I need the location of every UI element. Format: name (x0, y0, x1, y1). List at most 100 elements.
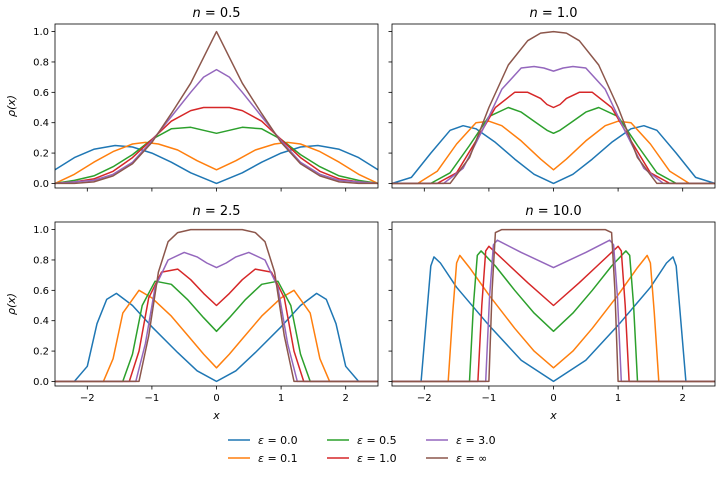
legend-equals: = (264, 452, 280, 465)
legend-label: ε = ∞ (456, 452, 487, 465)
legend-variable: ε (456, 434, 462, 447)
x-tick-label: −1 (145, 393, 160, 404)
legend-variable: ε (258, 434, 264, 447)
title-equals: = (201, 6, 220, 21)
legend-variable: ε (357, 434, 363, 447)
y-tick-label: 1.0 (33, 27, 49, 38)
y-tick-label: 0.0 (33, 179, 49, 190)
legend-equals: = (462, 434, 478, 447)
axes-frame (54, 221, 379, 387)
series-line-0 (55, 144, 378, 185)
legend-label: ε = 0.5 (357, 434, 397, 447)
subplot-title: n = 0.5 (192, 6, 240, 21)
title-value: 10.0 (553, 204, 582, 219)
series-line-4 (55, 68, 378, 185)
y-axis-label: ρ(x) (5, 293, 18, 315)
legend-value: 3.0 (478, 434, 496, 447)
series-line-5 (55, 30, 378, 185)
series-line-1 (55, 289, 378, 383)
subplot-3: 0.0 0.2 0.4 0.6 0.8 1.0 −2 −1 0 1 2 n = 2.5 ρ(x) x (5, 204, 379, 422)
y-tick-label: 0.4 (33, 118, 49, 129)
series-line-2 (55, 280, 378, 383)
subplot-title: n = 2.5 (192, 204, 240, 219)
series-line-5 (55, 228, 378, 383)
series-group (55, 30, 378, 185)
y-tick-label: 0.2 (33, 347, 49, 358)
series-line-0 (392, 124, 715, 185)
series-group (55, 228, 378, 383)
title-value: 0.5 (220, 6, 241, 21)
legend-label: ε = 1.0 (357, 452, 397, 465)
x-tick-label: 0 (213, 393, 219, 404)
y-tick-label: 0.4 (33, 316, 49, 327)
y-tick-label: 0.6 (33, 88, 49, 99)
series-line-0 (55, 292, 378, 383)
y-tick-label: 0.6 (33, 286, 49, 297)
x-tick-label: −2 (417, 393, 432, 404)
title-variable: n (529, 6, 537, 21)
y-tick-label: 0.2 (33, 149, 49, 160)
legend-label: ε = 3.0 (456, 434, 496, 447)
series-line-2 (392, 250, 715, 383)
y-tick-label: 0.8 (33, 255, 49, 266)
x-tick-label: 1 (278, 393, 284, 404)
x-tick-label: 2 (680, 393, 686, 404)
legend-value: 0.5 (379, 434, 397, 447)
legend-equals: = (363, 434, 379, 447)
x-tick-label: 2 (343, 393, 349, 404)
series-line-0 (392, 256, 715, 383)
y-tick-label: 1.0 (33, 225, 49, 236)
axes-frame (391, 23, 716, 189)
legend-entry: ε = 0.5 (327, 434, 397, 447)
subplot-grid: 0.00.20.40.60.81.0n = 0.5ρ(x)n = 1.00.00… (5, 6, 716, 422)
title-equals: = (201, 204, 220, 219)
title-equals: = (538, 6, 557, 21)
legend-variable: ε (357, 452, 363, 465)
series-line-1 (392, 254, 715, 383)
legend-value: ∞ (478, 452, 487, 465)
series-line-4 (392, 239, 715, 383)
series-line-2 (55, 126, 378, 185)
title-variable: n (192, 6, 200, 21)
legend-equals: = (264, 434, 280, 447)
legend-entry: ε = 1.0 (327, 452, 397, 465)
legend-entry: ε = 3.0 (426, 434, 496, 447)
series-line-3 (55, 106, 378, 185)
series-line-5 (392, 228, 715, 383)
series-line-2 (392, 106, 715, 185)
title-value: 2.5 (220, 204, 241, 219)
legend-value: 1.0 (379, 452, 397, 465)
subplot-title: n = 1.0 (529, 6, 577, 21)
legend-equals: = (363, 452, 379, 465)
subplot-2: n = 1.0 (388, 6, 716, 192)
legend-entry: ε = 0.1 (228, 452, 298, 465)
x-tick-label: 1 (615, 393, 621, 404)
x-tick-label: −2 (80, 393, 95, 404)
series-line-1 (55, 141, 378, 185)
subplot-4: −2 −1 0 1 2 n = 10.0 x (388, 204, 716, 422)
legend-label: ε = 0.0 (258, 434, 298, 447)
y-tick-label: 0.8 (33, 57, 49, 68)
legend-value: 0.0 (280, 434, 298, 447)
title-variable: n (192, 204, 200, 219)
legend-variable: ε (456, 452, 462, 465)
legend-label: ε = 0.1 (258, 452, 298, 465)
axes-frame (54, 23, 379, 189)
x-axis-label: x (212, 409, 220, 422)
legend-value: 0.1 (280, 452, 298, 465)
legend-entry: ε = ∞ (426, 452, 487, 465)
y-axis-label: ρ(x) (5, 95, 18, 117)
series-line-4 (55, 251, 378, 383)
title-equals: = (534, 204, 553, 219)
legend: ε = 0.0ε = 0.1ε = 0.5ε = 1.0ε = 3.0ε = ∞ (228, 434, 496, 465)
series-line-1 (392, 120, 715, 185)
x-axis-label: x (549, 409, 557, 422)
series-line-3 (55, 268, 378, 383)
x-tick-label: −1 (482, 393, 497, 404)
x-tick-label: 0 (550, 393, 556, 404)
y-tick-label: 0.0 (33, 377, 49, 388)
series-line-3 (392, 245, 715, 383)
legend-entry: ε = 0.0 (228, 434, 298, 447)
